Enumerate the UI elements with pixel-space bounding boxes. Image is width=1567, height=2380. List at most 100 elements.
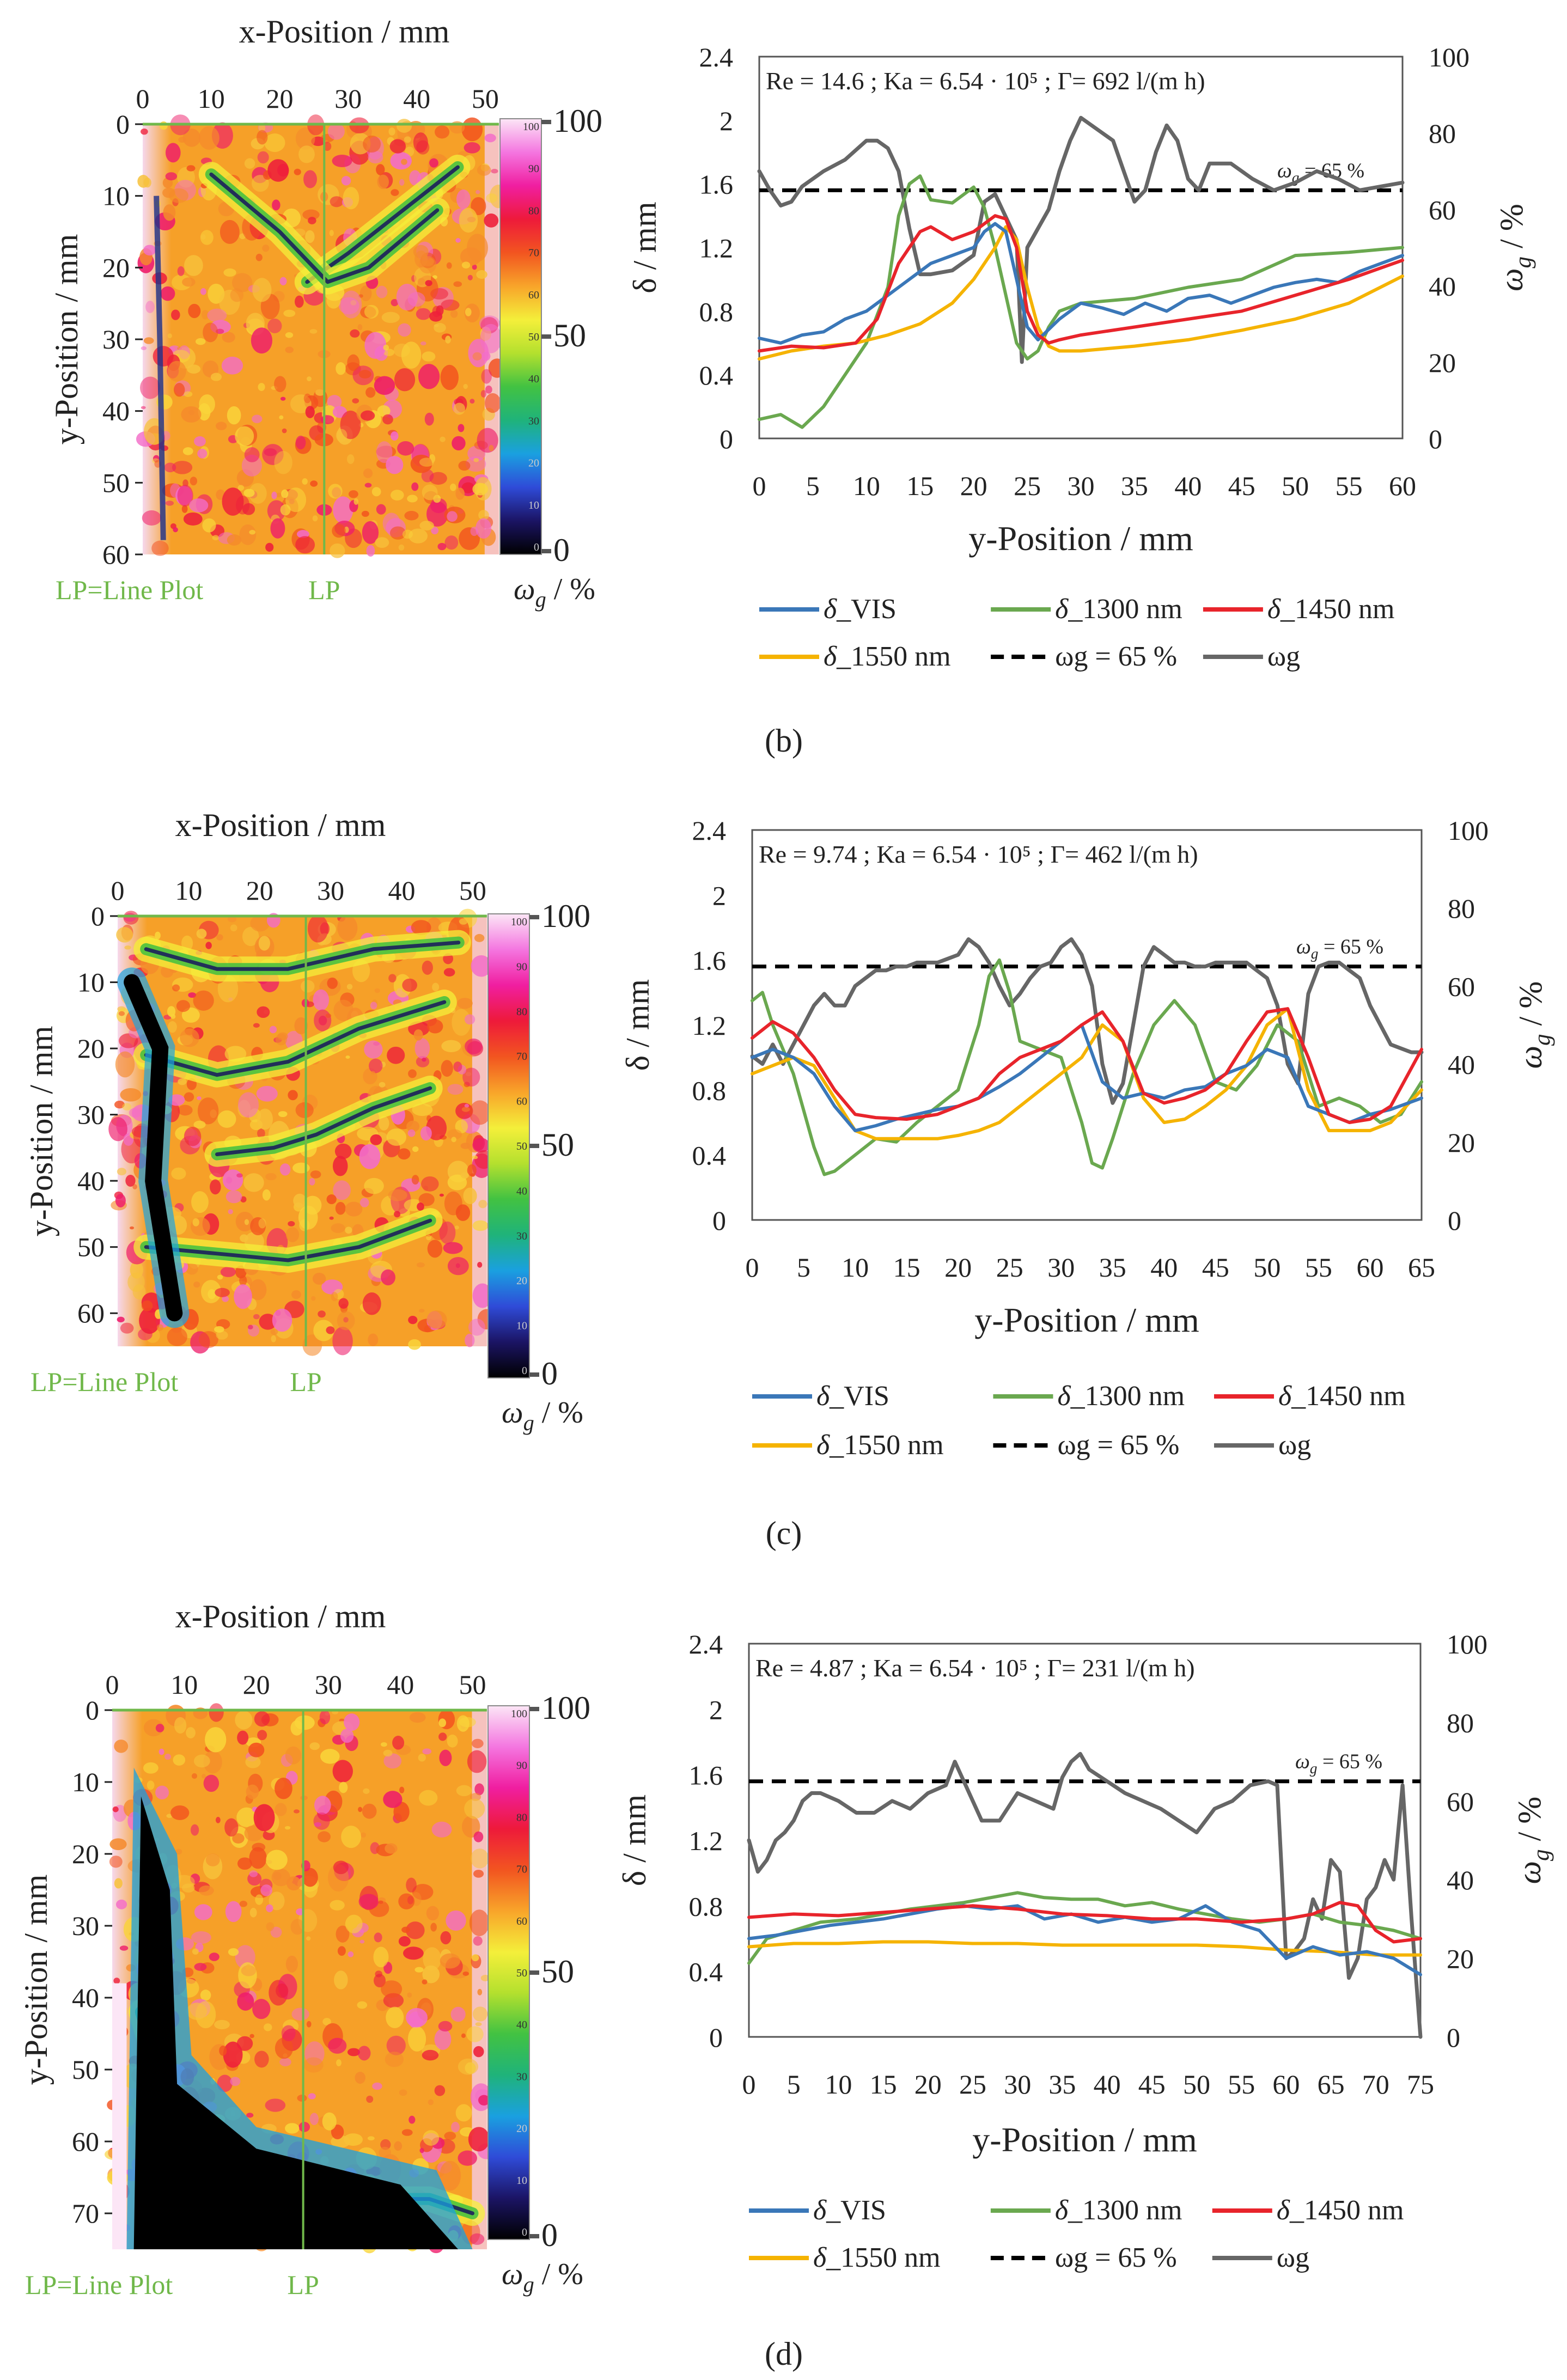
colorbar-small-tick: 70 [516, 1864, 527, 1876]
series-line-vis [747, 1904, 1422, 1976]
heatmap-speckle [132, 1284, 146, 1299]
heatmap-speckle [271, 491, 277, 499]
x-tick-label: 5 [787, 2069, 801, 2100]
heatmap-speckle [472, 264, 477, 270]
heatmap-speckle [473, 1936, 483, 1946]
heatmap-speckle [239, 1901, 248, 1907]
heatmap-speckle [258, 936, 270, 951]
colorbar-small-tick: 50 [528, 331, 539, 343]
heatmap-speckle [341, 1826, 361, 1848]
heatmap-speckle [214, 2019, 230, 2030]
legend-label-n1300: δ_1300 nm [1057, 1381, 1185, 1412]
heatmap-speckle [401, 1926, 411, 1933]
map-x-tick-label: 0 [106, 1669, 119, 1700]
heatmap-speckle [253, 1023, 260, 1028]
colorbar-small-tick: 60 [528, 289, 539, 301]
heatmap-speckle [386, 1128, 406, 1146]
heatmap-speckle [331, 1292, 338, 1302]
heatmap-speckle [156, 1324, 164, 1331]
heatmap-speckle [409, 170, 421, 186]
heatmap-speckle [264, 2023, 272, 2031]
heatmap-speckle [165, 143, 181, 163]
heatmap-speckle [362, 1803, 377, 1819]
map-x-tick-label: 20 [246, 875, 273, 906]
y-left-tick-label: 0.8 [692, 1075, 727, 1106]
heatmap-speckle [124, 945, 131, 950]
heatmap-speckle [187, 364, 201, 374]
heatmap-speckle [254, 1711, 270, 1727]
heatmap-wave-core [144, 1000, 447, 1077]
map-y-tick-label: 30 [102, 324, 130, 355]
map-y-tick-label: 20 [77, 1033, 105, 1064]
heatmap-speckle [397, 441, 414, 456]
heatmap-speckle [470, 2233, 485, 2245]
colorbar-small-tick: 80 [516, 1006, 527, 1018]
heatmap-speckle [408, 528, 428, 544]
heatmap-speckle [345, 1226, 352, 1234]
heatmap-speckle [217, 1110, 236, 1128]
y-right-tick-label: 60 [1447, 1786, 1474, 1817]
heatmap-speckle [377, 174, 389, 190]
x-tick-label: 50 [1282, 471, 1309, 501]
panel-caption-c: (c) [766, 1515, 802, 1551]
heatmap-speckle [337, 915, 358, 941]
heatmap-speckle [426, 1235, 432, 1241]
heatmap-speckle [308, 217, 316, 224]
heatmap-speckle [141, 406, 146, 410]
heatmap-speckle [192, 1948, 199, 1955]
line-chart-c: 0 0.4 0.8 1.2 1.6 2 2.4 0 20 40 60 80 100 0 5 10 15 20 25 3… [620, 815, 1555, 1339]
heatmap-speckle [364, 1040, 383, 1059]
heatmap-speckle [244, 158, 255, 169]
heatmap-speckle [467, 1164, 477, 1176]
heatmap-speckle [164, 462, 176, 473]
heatmap-speckle [315, 389, 325, 396]
x-tick-label: 55 [1228, 2069, 1255, 2100]
heatmap-speckle [120, 1322, 134, 1334]
heatmap-speckle [167, 361, 186, 382]
heatmap-speckle [115, 1194, 126, 1207]
heatmap-speckle [288, 1221, 295, 1226]
legend-label-vis: δ_VIS [824, 594, 897, 625]
heatmap-speckle [432, 982, 440, 992]
heatmap-speckle [271, 1335, 276, 1342]
heatmap-speckle [207, 308, 227, 322]
y-right-axis-title: ωg / % [1513, 981, 1555, 1069]
heatmap-speckle [212, 535, 219, 541]
heatmap-speckle [385, 2052, 404, 2067]
heatmap-speckle [112, 1806, 119, 1813]
heatmap-speckle [419, 1309, 425, 1313]
heatmap-speckle [251, 327, 273, 354]
heatmap-speckle [310, 480, 318, 487]
heatmap-speckle [476, 270, 487, 279]
heatmap-speckle [137, 175, 150, 188]
heatmap-speckle [265, 1860, 272, 1864]
map-x-tick-label: 20 [243, 1669, 270, 1700]
map-y-tick-label: 50 [102, 467, 130, 498]
heatmap-speckle [440, 1953, 460, 1969]
map-x-tick-label: 40 [403, 83, 430, 114]
heatmap-speckle [455, 487, 465, 500]
heatmap-speckle [200, 230, 214, 245]
legend-label-n1550: δ_1550 nm [824, 641, 951, 672]
heatmap-speckle [239, 524, 257, 545]
heatmap-speckle [311, 1296, 316, 1301]
map-y-axis-title: y-Position / mm [23, 1026, 59, 1237]
heatmap-speckle [378, 1900, 383, 1904]
heatmap-b [136, 114, 508, 558]
heatmap-speckle [272, 1308, 292, 1332]
heatmap-speckle [167, 333, 172, 339]
legend-label-ref: ωg = 65 % [1057, 1430, 1179, 1461]
heatmap-speckle [322, 2112, 337, 2131]
heatmap-speckle [472, 352, 482, 361]
heatmap-speckle [252, 1999, 271, 2019]
heatmap-speckle [367, 2136, 375, 2141]
heatmap-speckle [295, 536, 315, 554]
heatmap-speckle [330, 1900, 345, 1911]
colorbar-small-tick: 50 [516, 1140, 527, 1152]
x-tick-label: 65 [1408, 1252, 1435, 1283]
heatmap-speckle [418, 1193, 435, 1206]
heatmap-speckle [385, 1843, 398, 1854]
heatmap-speckle [305, 230, 315, 243]
heatmap-speckle [178, 1104, 193, 1116]
heatmap-speckle [254, 2051, 269, 2068]
